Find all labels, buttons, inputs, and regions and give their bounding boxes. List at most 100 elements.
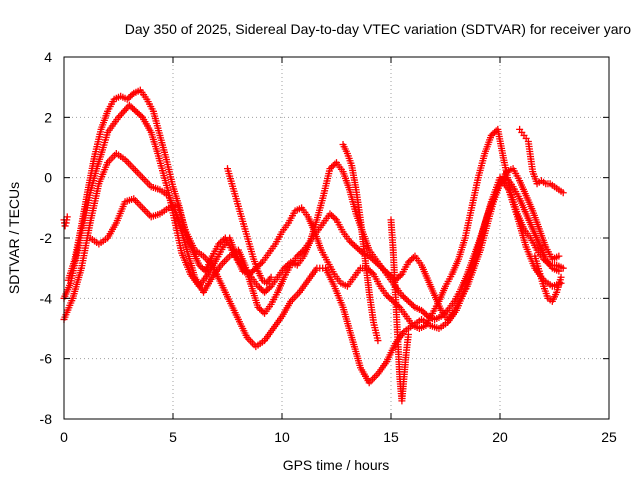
y-tick-label: 4: [44, 49, 52, 65]
data-point: [347, 239, 355, 247]
data-point: [132, 107, 140, 115]
data-point: [398, 291, 406, 299]
data-point: [557, 273, 565, 281]
data-point: [283, 261, 291, 269]
data-point: [418, 306, 426, 314]
data-point: [384, 293, 392, 301]
data-point: [386, 294, 394, 302]
data-point: [382, 267, 390, 275]
data-point: [125, 94, 133, 102]
x-tick-label: 5: [169, 429, 177, 445]
y-axis-label: SDTVAR / TECUs: [6, 182, 22, 294]
data-point: [555, 252, 563, 260]
data-point: [329, 213, 337, 221]
data-point: [489, 130, 497, 138]
data-point: [254, 303, 262, 311]
data-point: [265, 284, 273, 292]
data-point: [408, 255, 416, 263]
y-tick-label: -4: [40, 290, 53, 306]
data-point: [256, 305, 264, 313]
data-point: [346, 237, 354, 245]
x-axis-label: GPS time / hours: [283, 457, 390, 473]
data-point: [404, 258, 412, 266]
data-point: [123, 95, 131, 103]
data-point: [256, 284, 264, 292]
data-point: [234, 258, 242, 266]
data-point: [127, 103, 135, 111]
data-point: [380, 266, 388, 274]
data-point: [259, 308, 267, 316]
data-point: [238, 261, 246, 269]
series-segment-i: [531, 252, 565, 305]
data-point: [130, 106, 138, 114]
data-point: [419, 308, 427, 316]
data-point: [408, 300, 416, 308]
data-point: [135, 110, 143, 118]
data-point: [349, 240, 357, 248]
data-point: [254, 282, 262, 290]
data-point: [125, 101, 133, 109]
data-point: [396, 272, 404, 280]
x-tick-label: 10: [274, 429, 290, 445]
data-point: [383, 291, 391, 299]
data-point: [555, 267, 563, 275]
y-tick-label: -8: [40, 411, 53, 427]
chart-title: Day 350 of 2025, Sidereal Day-to-day VTE…: [125, 21, 631, 37]
y-tick-label: 0: [44, 170, 52, 186]
data-point: [236, 260, 244, 268]
data-point: [295, 251, 303, 259]
data-point: [409, 302, 417, 310]
data-point: [326, 165, 334, 173]
series-segment-h: [516, 125, 567, 197]
data-point: [487, 131, 495, 139]
y-tick-label: -2: [40, 230, 53, 246]
data-point: [216, 239, 224, 247]
data-marks: [60, 86, 567, 405]
data-point: [329, 162, 337, 170]
data-point: [331, 160, 339, 168]
data-point: [137, 112, 145, 120]
data-point: [374, 337, 382, 345]
data-point: [383, 269, 391, 277]
data-point: [293, 252, 301, 260]
data-point: [386, 272, 394, 280]
data-point: [197, 263, 205, 271]
y-tick-label: 2: [44, 109, 52, 125]
data-point: [421, 309, 429, 317]
data-point: [331, 214, 339, 222]
data-point: [257, 285, 265, 293]
data-point: [326, 210, 334, 218]
data-point: [406, 299, 414, 307]
data-point: [422, 311, 430, 319]
x-tick-label: 0: [60, 429, 68, 445]
data-point: [129, 104, 137, 112]
series-segment-g: [387, 216, 412, 405]
data-point: [297, 249, 305, 257]
data-point: [215, 240, 223, 248]
data-point: [121, 106, 129, 114]
data-point: [354, 245, 362, 253]
data-point: [63, 213, 71, 221]
data-point: [198, 264, 206, 272]
series-track-d: [64, 86, 563, 323]
series-segment-j: [60, 213, 71, 230]
data-point: [195, 261, 203, 269]
x-tick-label: 15: [383, 429, 399, 445]
data-point: [350, 242, 358, 250]
data-point: [116, 112, 124, 120]
data-point: [403, 296, 411, 304]
data-point: [267, 273, 275, 281]
data-point: [401, 294, 409, 302]
data-point: [262, 287, 270, 295]
data-point: [400, 293, 408, 301]
data-point: [257, 306, 265, 314]
x-tick-label: 25: [601, 429, 617, 445]
data-point: [385, 270, 393, 278]
x-tick-label: 20: [492, 429, 508, 445]
data-point: [264, 285, 272, 293]
data-point: [328, 163, 336, 171]
data-point: [355, 246, 363, 254]
